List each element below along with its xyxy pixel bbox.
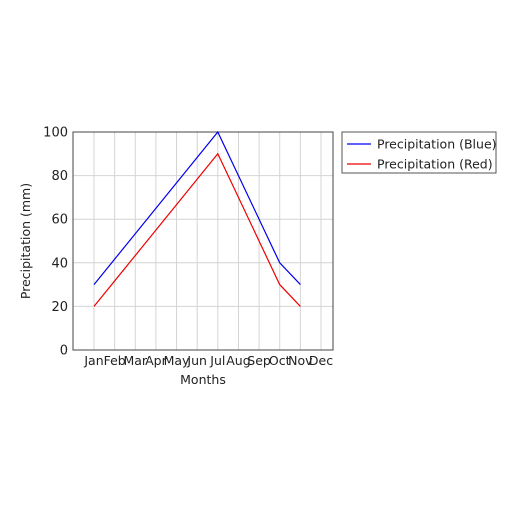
x-tick-label: Oct bbox=[269, 353, 291, 368]
x-tick-label: Jun bbox=[186, 353, 207, 368]
legend-entry: Precipitation (Red) bbox=[377, 157, 493, 172]
y-tick-label: 100 bbox=[43, 126, 68, 141]
y-tick-label: 20 bbox=[51, 300, 68, 315]
x-tick-label: Nov bbox=[288, 353, 313, 368]
y-tick-label: 0 bbox=[60, 344, 68, 359]
x-tick-label: Dec bbox=[309, 353, 333, 368]
x-tick-label: May bbox=[164, 353, 190, 368]
plot-area bbox=[72, 131, 334, 351]
x-tick-label: Mar bbox=[123, 353, 147, 368]
x-tick-label: Sep bbox=[247, 353, 271, 368]
x-axis-label: Months bbox=[180, 372, 226, 387]
legend-entry: Precipitation (Blue) bbox=[377, 137, 497, 152]
series-layer bbox=[93, 130, 301, 307]
y-axis: 0 20 40 60 80 100 bbox=[43, 126, 68, 359]
y-tick-label: 40 bbox=[51, 256, 68, 271]
x-tick-label: Apr bbox=[145, 353, 167, 368]
y-tick-label: 60 bbox=[51, 213, 68, 228]
grid bbox=[73, 131, 333, 351]
y-axis-label: Precipitation (mm) bbox=[18, 183, 33, 299]
series-line bbox=[93, 152, 301, 307]
y-tick-label: 80 bbox=[51, 169, 68, 184]
series-line bbox=[93, 130, 301, 286]
x-tick-label: Feb bbox=[104, 353, 126, 368]
x-tick-label: Jan bbox=[83, 353, 103, 368]
legend: Precipitation (Blue) Precipitation (Red) bbox=[341, 131, 497, 174]
x-tick-label: Aug bbox=[226, 353, 250, 368]
x-tick-label: Jul bbox=[209, 353, 225, 368]
legend-box bbox=[341, 131, 497, 174]
